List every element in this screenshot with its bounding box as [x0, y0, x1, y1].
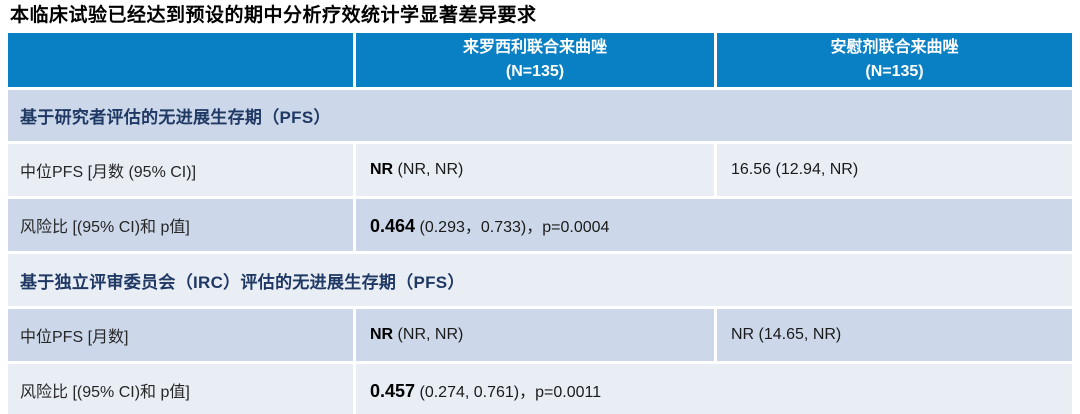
row-label-hazard-ratio: 风险比 [(95% CI)和 p值]	[8, 199, 353, 251]
slide-title: 本临床试验已经达到预设的期中分析疗效统计学显著差异要求	[10, 5, 537, 26]
header-cell-arm2: 安慰剂联合来曲唑 (N=135)	[717, 33, 1072, 87]
arm2-name: 安慰剂联合来曲唑	[830, 39, 959, 56]
median-pfs-arm1-text: NR (NR, NR)	[370, 161, 463, 179]
slide: 本临床试验已经达到预设的期中分析疗效统计学显著差异要求 来罗西利联合来曲唑 (N…	[0, 4, 1080, 414]
median-pfs-arm1-ci: (NR, NR)	[393, 161, 464, 178]
hazard-ratio-irc-main: 0.457	[370, 380, 416, 401]
hazard-ratio-ci-p: (0.293，0.733)，p=0.0004	[415, 219, 610, 236]
hazard-ratio-text: 0.464 (0.293，0.733)，p=0.0004	[370, 213, 609, 237]
median-pfs-irc-arm1-text: NR (NR, NR)	[370, 326, 463, 344]
median-pfs-arm1-main: NR	[370, 161, 394, 178]
section-header-irc-pfs: 基于独立评审委员会（IRC）评估的无进展生存期（PFS）	[8, 254, 1072, 306]
section-header-investigator-pfs: 基于研究者评估的无进展生存期（PFS）	[8, 90, 1072, 141]
hazard-ratio-irc-text: 0.457 (0.274, 0.761)，p=0.0011	[370, 378, 601, 402]
hazard-ratio-irc-ci-p: (0.274, 0.761)，p=0.0011	[415, 383, 602, 401]
median-pfs-arm1-value: NR (NR, NR)	[356, 144, 714, 196]
hazard-ratio-main: 0.464	[370, 216, 416, 236]
arm2-n: (N=135)	[865, 63, 924, 80]
hazard-ratio-irc-value: 0.457 (0.274, 0.761)，p=0.0011	[356, 364, 1072, 414]
hazard-ratio-value: 0.464 (0.293，0.733)，p=0.0004	[356, 199, 1072, 251]
median-pfs-irc-arm1-ci: (NR, NR)	[393, 326, 464, 343]
median-pfs-irc-arm1-value: NR (NR, NR)	[356, 309, 714, 361]
row-label-hazard-ratio-irc: 风险比 [(95% CI)和 p值]	[8, 364, 353, 414]
row-label-median-pfs-irc: 中位PFS [月数]	[8, 309, 353, 361]
results-table: 来罗西利联合来曲唑 (N=135) 安慰剂联合来曲唑 (N=135) 基于研究者…	[8, 33, 1072, 414]
row-label-median-pfs: 中位PFS [月数 (95% CI)]	[8, 144, 353, 196]
median-pfs-irc-arm1-main: NR	[370, 326, 394, 343]
median-pfs-arm2-value: 16.56 (12.94, NR)	[717, 144, 1072, 196]
arm1-n: (N=135)	[505, 63, 565, 80]
header-cell-arm1: 来罗西利联合来曲唑 (N=135)	[356, 33, 714, 87]
arm1-name: 来罗西利联合来曲唑	[462, 39, 607, 56]
header-cell-empty	[8, 33, 353, 87]
median-pfs-irc-arm2-value: NR (14.65, NR)	[717, 309, 1072, 361]
